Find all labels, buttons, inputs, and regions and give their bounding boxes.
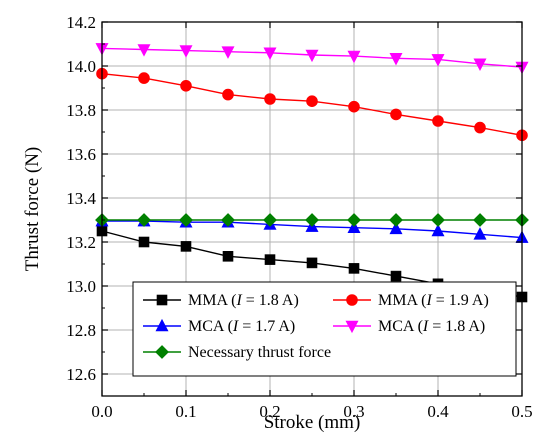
data-point-mma19 bbox=[180, 80, 192, 92]
data-point-necessary bbox=[431, 213, 445, 227]
data-point-mma19 bbox=[222, 88, 234, 101]
legend-label: Necessary thrust force bbox=[188, 344, 331, 361]
data-point-mma18 bbox=[264, 254, 276, 265]
legend-label: MMA (I = 1.8 A) bbox=[188, 292, 299, 309]
data-point-mca17 bbox=[389, 221, 403, 235]
data-point-mca18 bbox=[389, 52, 403, 66]
legend-item-mma19: MMA (I = 1.9 A) bbox=[333, 292, 489, 309]
data-point-mma19 bbox=[348, 100, 360, 113]
axes: 0.0 0.1 0.2 0.3 0.4 0.5 12.6 12.8 13.0 13.2 13.4 13… bbox=[66, 13, 532, 421]
y-axis-label: Thrust force (N) bbox=[22, 147, 43, 272]
x-tick-label: 0.2 bbox=[259, 402, 280, 421]
data-point-necessary bbox=[389, 213, 403, 227]
data-point-mma19 bbox=[474, 121, 486, 134]
data-point-mma18 bbox=[222, 251, 234, 262]
data-point-necessary bbox=[347, 213, 361, 227]
legend-marker bbox=[345, 320, 359, 334]
data-point-necessary bbox=[473, 213, 487, 227]
data-point-mca18 bbox=[137, 44, 151, 57]
series-mca18 bbox=[95, 43, 529, 75]
series-mma19 bbox=[96, 67, 528, 142]
legend-box bbox=[132, 281, 517, 377]
x-axis-label: Stroke (mm) bbox=[264, 412, 361, 433]
y-tick-label: 13.4 bbox=[66, 189, 96, 208]
y-tick-label: 13.0 bbox=[66, 277, 96, 296]
legend-item-mma18: MMA (I = 1.8 A) bbox=[143, 292, 299, 309]
x-tick-label: 0.4 bbox=[427, 402, 449, 421]
x-tick-label: 0.5 bbox=[511, 402, 532, 421]
data-point-mca18 bbox=[347, 50, 361, 64]
legend-label: MCA (I = 1.7 A) bbox=[188, 318, 295, 335]
data-point-mma18 bbox=[348, 263, 360, 274]
x-tick-label: 0.1 bbox=[175, 402, 196, 421]
data-point-mca18 bbox=[263, 47, 277, 60]
x-tick-label: 0.3 bbox=[343, 402, 364, 421]
legend-item-necessary: Necessary thrust force bbox=[143, 344, 331, 361]
legend-item-mca18: MCA (I = 1.8 A) bbox=[333, 318, 485, 335]
y-tick-label: 13.8 bbox=[66, 101, 96, 120]
data-point-necessary bbox=[263, 213, 277, 227]
data-point-necessary bbox=[137, 213, 151, 227]
data-point-mca18 bbox=[179, 45, 193, 58]
data-point-mma19 bbox=[390, 108, 402, 121]
data-point-mca17 bbox=[347, 220, 361, 233]
data-point-mma19 bbox=[306, 95, 318, 107]
data-point-necessary bbox=[221, 213, 235, 227]
data-point-mca17 bbox=[431, 223, 445, 237]
data-point-necessary bbox=[305, 213, 319, 227]
data-point-mma18 bbox=[180, 241, 192, 252]
y-tick-label: 13.6 bbox=[66, 145, 96, 164]
legend-label: MCA (I = 1.8 A) bbox=[378, 318, 485, 335]
legend-marker bbox=[346, 294, 358, 306]
y-tick-label: 12.8 bbox=[66, 321, 96, 340]
legend-marker bbox=[155, 318, 169, 332]
data-point-mca18 bbox=[473, 58, 487, 71]
legend-item-mca17: MCA (I = 1.7 A) bbox=[143, 318, 295, 335]
series-layer bbox=[95, 43, 529, 303]
data-point-mma18 bbox=[138, 236, 150, 248]
data-point-mca18 bbox=[305, 49, 319, 63]
data-point-mma19 bbox=[264, 93, 276, 105]
x-tick-label: 0.0 bbox=[91, 402, 112, 421]
y-tick-label: 12.6 bbox=[66, 365, 96, 384]
data-point-mma18 bbox=[306, 257, 318, 269]
data-point-mca18 bbox=[431, 54, 445, 67]
y-tick-label: 13.2 bbox=[66, 233, 96, 252]
data-point-mma19 bbox=[432, 115, 444, 127]
data-point-mca18 bbox=[221, 46, 235, 59]
legend: MMA (I = 1.8 A) MMA (I = 1.9 A) MCA (I = 1… bbox=[132, 281, 517, 377]
data-point-mma18 bbox=[390, 270, 402, 282]
data-point-necessary bbox=[179, 213, 193, 227]
data-point-mma19 bbox=[138, 72, 150, 84]
series-necessary bbox=[95, 213, 529, 227]
legend-label: MMA (I = 1.9 A) bbox=[378, 292, 489, 309]
legend-marker bbox=[155, 345, 169, 359]
data-point-mca17 bbox=[473, 227, 487, 240]
legend-marker bbox=[156, 294, 168, 306]
y-tick-label: 14.0 bbox=[66, 57, 96, 76]
y-tick-label: 14.2 bbox=[66, 13, 96, 32]
